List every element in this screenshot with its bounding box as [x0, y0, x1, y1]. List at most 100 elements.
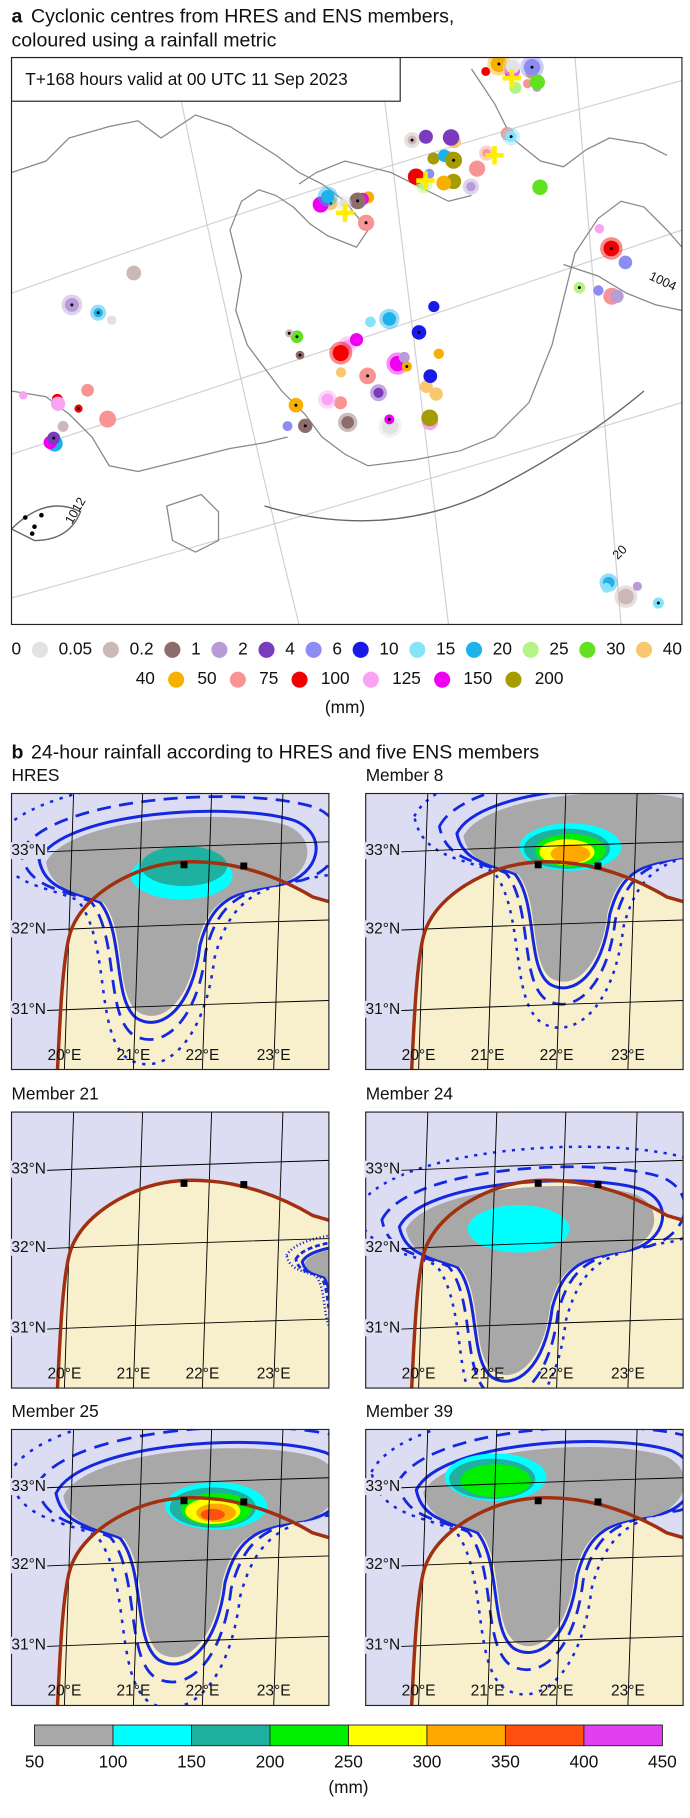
- cyclone-dot: [436, 175, 452, 191]
- rain-area: [304, 1250, 329, 1286]
- city-marker: [240, 1498, 248, 1506]
- lat-label: 31°N: [366, 1637, 401, 1654]
- cyclone-dot: [81, 383, 94, 397]
- coastline: [409, 1178, 684, 1389]
- label-bg: [364, 842, 402, 860]
- city-marker: [240, 862, 248, 870]
- colorbar-tick: 50: [25, 1752, 44, 1772]
- lon-label: 20°E: [47, 1047, 81, 1064]
- lat-label: 33°N: [366, 1478, 401, 1495]
- lat-label: 33°N: [11, 1478, 46, 1495]
- legend-swatch: [362, 671, 379, 688]
- lon-label: 21°E: [116, 1683, 150, 1700]
- legend-label: 2: [238, 638, 248, 658]
- legend-label: 125: [392, 668, 421, 688]
- legend-label: 0: [12, 638, 22, 658]
- legend-label: 20: [493, 638, 512, 658]
- rain-contour: [412, 793, 684, 1029]
- lat-label: 32°N: [11, 1556, 46, 1573]
- cyclone-dot: [632, 581, 642, 591]
- cyclone-dot: [593, 285, 604, 296]
- rain-contour: [397, 1179, 664, 1383]
- cyclone-dot: [321, 393, 334, 406]
- lat-label: 33°N: [366, 1161, 401, 1178]
- hres-marker: [70, 303, 74, 307]
- label-bg: [364, 1319, 402, 1337]
- cyclone-dot: [505, 59, 520, 74]
- cyclone-dot: [126, 265, 142, 281]
- lon-label: 21°E: [116, 1047, 150, 1064]
- cyclone-centres: [18, 57, 664, 609]
- hres-marker: [298, 353, 302, 357]
- legend: 0 0.05 0.2 1 2 4 6 10 15 20 25 30 40 40 50 75 100 125 150 2…: [12, 638, 682, 688]
- legend-label: 100: [321, 668, 350, 688]
- hres-marker: [364, 221, 368, 225]
- parallel: [11, 1555, 329, 1568]
- hres-marker: [287, 331, 291, 335]
- cyclone-dot: [529, 74, 545, 90]
- hres-cross: [416, 171, 435, 190]
- legend-swatch: [579, 641, 596, 658]
- hres-marker: [294, 403, 298, 407]
- lat-label: 32°N: [366, 920, 401, 937]
- meridian: [132, 1429, 144, 1706]
- hres-marker: [29, 531, 35, 536]
- hres-marker: [366, 374, 370, 378]
- cyclone-dot: [468, 160, 486, 177]
- cyclone-dot: [349, 333, 364, 347]
- hres-marker: [452, 158, 456, 162]
- map-content: [365, 793, 684, 1070]
- map-title: Member 24: [366, 1083, 454, 1103]
- meridian: [273, 793, 284, 1070]
- map-title: Member 21: [12, 1083, 99, 1103]
- city-marker: [594, 1498, 602, 1506]
- legend-swatch: [635, 641, 653, 658]
- lon-label: 20°E: [47, 1365, 81, 1382]
- hres-cross: [502, 69, 521, 88]
- lat-label: 32°N: [366, 1239, 401, 1256]
- colorbar-tick: 100: [99, 1752, 128, 1772]
- hres-marker: [23, 515, 28, 520]
- label-bg: [364, 1238, 402, 1256]
- lon-label: 23°E: [611, 1683, 645, 1700]
- meridian: [556, 1429, 567, 1706]
- lat-label: 33°N: [11, 1161, 46, 1178]
- cyclone-dot: [610, 289, 624, 303]
- colorbar-tick: 300: [413, 1752, 442, 1772]
- rain-contour: [455, 793, 684, 990]
- label-bg: [10, 1478, 48, 1496]
- lat-label: 33°N: [366, 842, 401, 859]
- lat-label: 33°N: [11, 842, 46, 859]
- meridian: [132, 1112, 144, 1389]
- legend-swatch: [522, 641, 539, 658]
- city-marker: [180, 1497, 188, 1505]
- parallel: [365, 1555, 684, 1568]
- cyclone-dot: [332, 344, 349, 362]
- coastline: [55, 859, 329, 1070]
- hres-marker: [387, 417, 391, 421]
- meridian: [487, 793, 498, 1070]
- cyclone-dot: [421, 409, 439, 427]
- label-bg: [364, 920, 402, 938]
- cyclone-dot: [106, 315, 117, 326]
- rain-contour: [11, 793, 329, 1066]
- colorbar-segment: [191, 1724, 271, 1747]
- lon-label: 21°E: [116, 1365, 150, 1382]
- label-bg: [10, 1160, 48, 1178]
- parallel: [365, 841, 684, 854]
- meridian: [487, 1429, 498, 1706]
- hres-marker: [39, 512, 44, 518]
- legend-label: 15: [436, 638, 455, 658]
- legend-swatch: [505, 671, 522, 688]
- legend-swatch: [31, 641, 48, 658]
- lon-label: 21°E: [471, 1365, 505, 1382]
- legend-swatch: [409, 641, 426, 658]
- rain-area: [463, 793, 684, 982]
- legend-label: 40: [663, 638, 682, 658]
- map-title: HRES: [12, 765, 60, 785]
- rain-map: 33°N 32°N 31°N 20°E 21°E 22°E 23°E: [364, 792, 684, 1071]
- city-marker: [594, 1181, 602, 1188]
- rain-contour: [54, 1440, 329, 1666]
- city-marker: [180, 1179, 188, 1187]
